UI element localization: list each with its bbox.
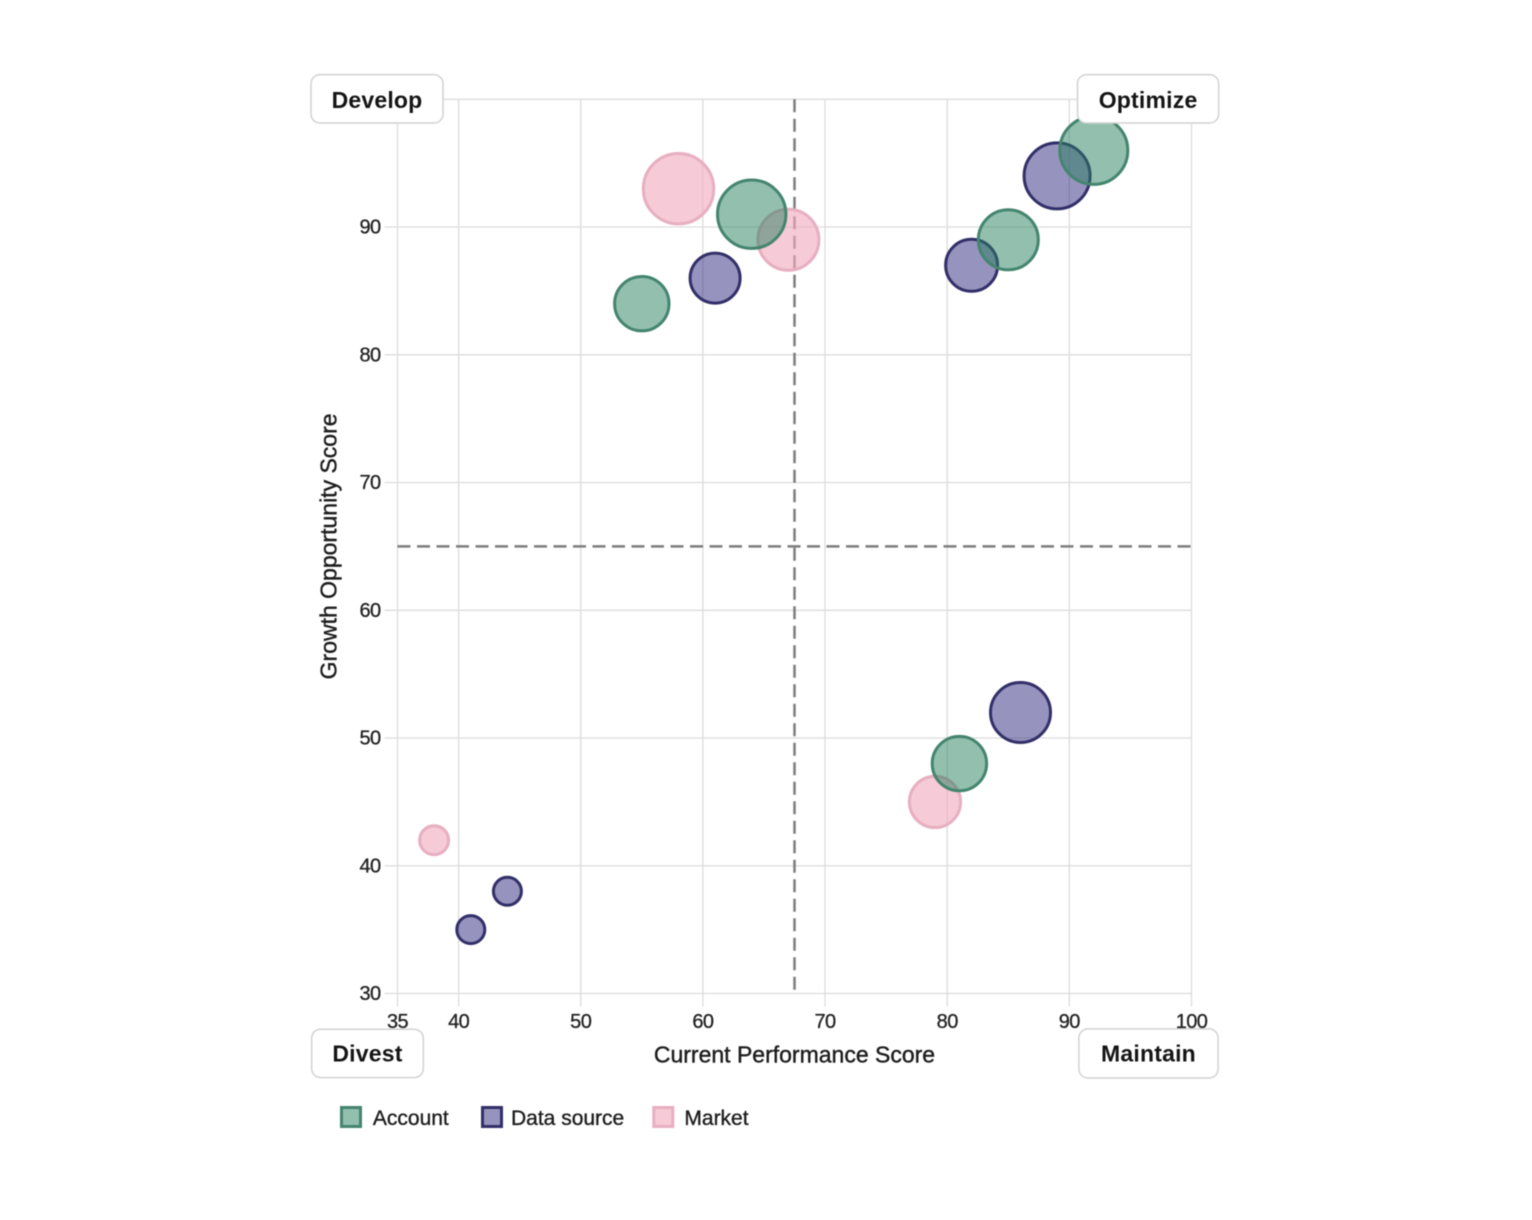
- svg-text:40: 40: [448, 1011, 470, 1033]
- svg-text:50: 50: [570, 1011, 592, 1033]
- svg-text:90: 90: [1059, 1011, 1081, 1033]
- svg-text:90: 90: [359, 217, 381, 239]
- svg-text:Current Performance Score: Current Performance Score: [654, 1042, 935, 1068]
- svg-text:35: 35: [387, 1011, 409, 1033]
- svg-text:Data source: Data source: [511, 1107, 624, 1130]
- svg-text:Optimize: Optimize: [1099, 87, 1198, 113]
- svg-text:Maintain: Maintain: [1101, 1041, 1196, 1067]
- svg-text:80: 80: [937, 1011, 959, 1033]
- svg-text:Divest: Divest: [332, 1041, 402, 1067]
- svg-text:Account: Account: [373, 1107, 449, 1130]
- svg-text:70: 70: [814, 1011, 836, 1033]
- svg-text:40: 40: [359, 856, 381, 878]
- svg-text:50: 50: [359, 728, 381, 750]
- svg-text:Market: Market: [684, 1107, 748, 1130]
- svg-text:80: 80: [359, 345, 381, 367]
- svg-text:30: 30: [359, 983, 381, 1005]
- svg-text:70: 70: [359, 472, 381, 494]
- svg-text:60: 60: [359, 600, 381, 622]
- svg-text:100: 100: [1176, 1011, 1208, 1033]
- svg-text:Growth Opportunity Score: Growth Opportunity Score: [316, 413, 342, 679]
- svg-text:Develop: Develop: [332, 87, 423, 113]
- svg-text:60: 60: [692, 1011, 714, 1033]
